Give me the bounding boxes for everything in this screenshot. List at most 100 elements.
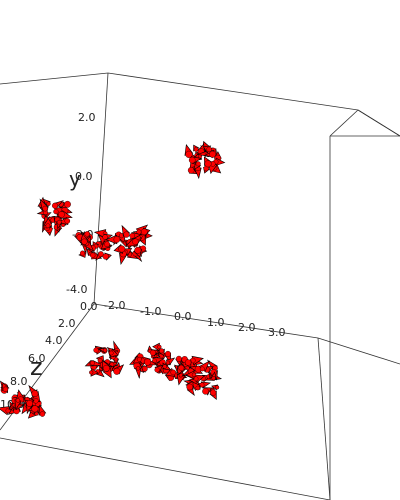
box-edge — [93, 72, 109, 305]
z-tick-label: 6.0 — [28, 352, 46, 365]
data-point — [118, 245, 126, 253]
box-edge — [0, 437, 331, 500]
data-point — [210, 389, 217, 396]
data-point — [84, 231, 90, 237]
data-point — [89, 370, 94, 375]
data-point — [195, 385, 201, 391]
data-point — [157, 344, 162, 349]
data-point — [34, 411, 39, 416]
data-point — [191, 372, 197, 377]
box-edge — [329, 109, 359, 137]
x-tick-label: 3.0 — [268, 326, 286, 339]
data-point — [129, 232, 135, 239]
box-edge — [93, 303, 319, 339]
data-point — [144, 358, 152, 366]
y-tick-label: -4.0 — [66, 283, 87, 296]
z-tick-label: 8.0 — [10, 375, 28, 388]
y-axis-label: y — [69, 167, 81, 191]
z-tick-label: 2.0 — [58, 317, 76, 330]
z-axis-label: z — [30, 353, 43, 381]
data-point — [165, 360, 170, 365]
data-point — [193, 147, 199, 152]
data-point — [31, 405, 39, 413]
data-point — [113, 367, 121, 375]
data-point — [103, 364, 110, 372]
x-tick-label: -2.0 — [104, 299, 125, 312]
data-point — [186, 383, 193, 391]
z-tick-label: 4.0 — [45, 334, 63, 347]
box-edge — [0, 72, 109, 85]
data-point — [97, 358, 103, 363]
data-point — [102, 234, 108, 240]
data-point — [31, 390, 39, 397]
data-point — [39, 411, 46, 417]
data-point — [199, 382, 205, 388]
data-point — [175, 355, 182, 362]
y-tick-label: 0.0 — [75, 170, 93, 183]
data-point — [178, 373, 183, 378]
data-point — [188, 156, 196, 164]
data-point — [46, 201, 51, 206]
data-point — [185, 150, 193, 159]
box-edge — [357, 109, 400, 137]
x-tick-label: -1.0 — [140, 305, 161, 318]
data-point — [53, 209, 59, 215]
x-tick-label: 1.0 — [207, 316, 225, 329]
data-point — [158, 348, 164, 354]
data-marks — [0, 140, 226, 419]
data-point — [162, 364, 167, 369]
data-point — [136, 356, 142, 362]
data-point — [108, 350, 114, 356]
data-point — [149, 349, 156, 356]
data-point — [52, 202, 59, 209]
data-point — [195, 161, 201, 167]
data-point — [81, 238, 88, 245]
data-point — [152, 358, 157, 364]
box-edge — [107, 72, 359, 111]
x-tick-label: 0.0 — [174, 310, 192, 323]
data-point — [102, 348, 108, 353]
data-point — [98, 251, 104, 258]
data-point — [154, 367, 160, 373]
data-point — [184, 359, 192, 366]
data-point — [104, 241, 111, 248]
data-point — [64, 218, 71, 224]
data-point — [132, 238, 139, 245]
data-point — [89, 252, 96, 259]
data-point — [113, 236, 121, 243]
data-point — [45, 223, 51, 229]
data-point — [58, 211, 65, 218]
data-point — [187, 166, 195, 174]
data-point — [206, 146, 212, 153]
data-point — [209, 150, 217, 158]
data-point — [33, 398, 39, 404]
data-point — [170, 369, 177, 376]
y-tick-label: 2.0 — [78, 111, 96, 124]
data-point — [215, 385, 220, 390]
data-point — [204, 160, 212, 168]
box-edge — [317, 337, 400, 365]
box-edge — [317, 337, 331, 500]
data-point — [123, 231, 130, 238]
tick-labels: 2.0 0.0 -2.0 -4.0 -2.0 -1.0 0.0 1.0 2.0 … — [0, 111, 286, 411]
data-point — [134, 246, 142, 254]
data-point — [199, 366, 205, 372]
data-point — [164, 350, 171, 357]
data-point — [64, 200, 71, 208]
data-point — [79, 250, 85, 256]
data-point — [15, 398, 21, 403]
z-tick-label: 0.0 — [80, 300, 98, 313]
data-point — [211, 376, 216, 381]
data-point — [178, 364, 185, 371]
data-point — [90, 360, 95, 366]
data-point — [102, 253, 109, 260]
x-tick-label: 2.0 — [238, 321, 256, 334]
data-point — [202, 387, 209, 395]
data-point — [136, 366, 141, 371]
data-point — [56, 219, 62, 225]
data-point — [140, 228, 148, 236]
data-point — [26, 400, 33, 407]
data-point — [2, 386, 9, 392]
data-point — [42, 205, 49, 212]
